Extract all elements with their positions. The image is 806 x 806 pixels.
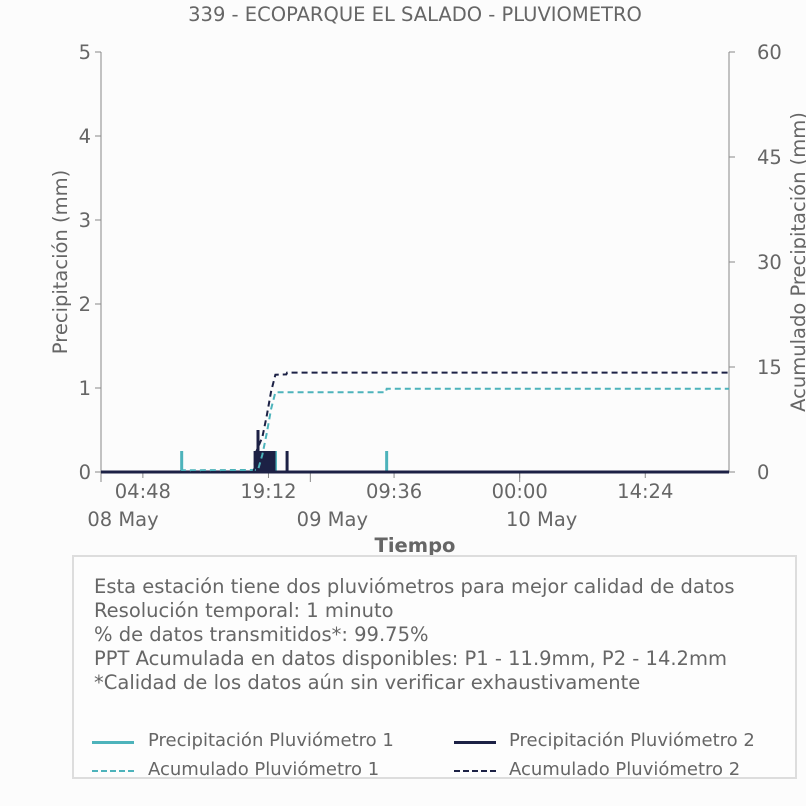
legend-label-precip-p1: Precipitación Pluviómetro 1: [148, 730, 394, 751]
x-date-label: 10 May: [506, 508, 577, 531]
y-left-tick-label: 5: [79, 41, 91, 64]
y-axis-left-label: Precipitación (mm): [49, 170, 72, 354]
series-3: [101, 371, 729, 473]
x-tick-label: 19:12: [240, 480, 296, 503]
y-left-tick-label: 0: [79, 461, 91, 484]
info-line: *Calidad de los datos aún sin verificar …: [94, 671, 641, 694]
y-right-tick-label: 45: [757, 146, 782, 169]
cumulative-line: [101, 371, 729, 473]
chart-title: 339 - ECOPARQUE EL SALADO - PLUVIOMETRO: [188, 3, 642, 26]
legend-swatch-precip-p2: [454, 741, 496, 744]
y-left-tick-label: 3: [79, 209, 91, 232]
y-right-tick-label: 15: [757, 356, 782, 379]
legend-swatch-precip-p1: [92, 741, 134, 744]
precip-dense-block: [255, 451, 274, 472]
x-axis-label: Tiempo: [375, 534, 456, 557]
info-line: Esta estación tiene dos pluviómetros par…: [94, 575, 735, 598]
x-date-label: 08 May: [87, 508, 158, 531]
legend-label-acum-p2: Acumulado Pluviómetro 2: [509, 759, 741, 780]
series-layer: [101, 371, 729, 474]
x-tick-label: 04:48: [115, 480, 171, 503]
y-left-tick-label: 2: [79, 293, 91, 316]
x-tick-label: 14:24: [617, 480, 673, 503]
y-right-tick-label: 30: [757, 251, 782, 274]
legend-swatch-acum-p2: [454, 770, 496, 772]
y-axis-right-label: Acumulado Precipitación (mm): [787, 112, 806, 412]
series-0: [101, 451, 729, 474]
x-tick-label: 00:00: [492, 480, 548, 503]
y-right-tick-label: 0: [757, 461, 769, 484]
info-line: Resolución temporal: 1 minuto: [94, 599, 394, 622]
legend-swatch-acum-p1: [92, 770, 134, 772]
y-left-tick-label: 1: [79, 377, 91, 400]
x-tick-label: 09:36: [366, 480, 422, 503]
y-left-tick-label: 4: [79, 125, 91, 148]
legend-label-precip-p2: Precipitación Pluviómetro 2: [509, 730, 755, 751]
series-2: [101, 387, 729, 473]
series-1: [101, 430, 729, 474]
info-box: Esta estación tiene dos pluviómetros par…: [72, 555, 797, 780]
y-right-tick-label: 60: [757, 41, 782, 64]
info-line: % de datos transmitidos*: 99.75%: [94, 623, 429, 646]
x-date-label: 09 May: [297, 508, 368, 531]
legend-label-acum-p1: Acumulado Pluviómetro 1: [148, 759, 380, 780]
cumulative-line: [101, 387, 729, 473]
info-line: PPT Acumulada en datos disponibles: P1 -…: [94, 647, 727, 670]
